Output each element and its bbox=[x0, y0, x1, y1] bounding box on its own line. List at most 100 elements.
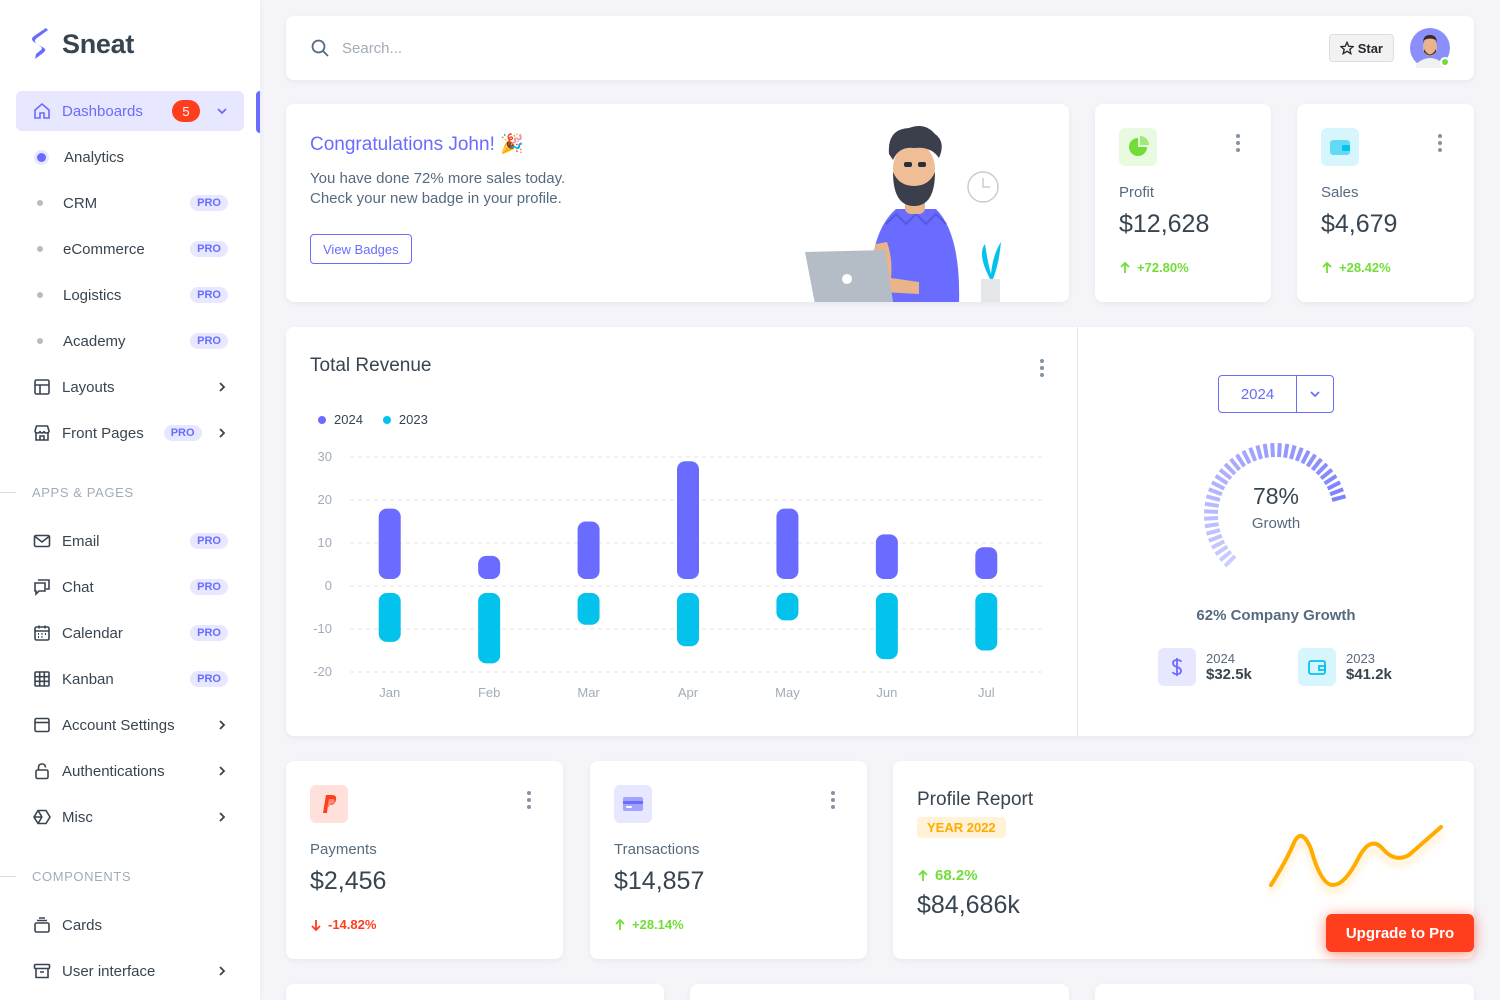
brand-name: Sneat bbox=[62, 28, 135, 59]
gauge-tick bbox=[1329, 487, 1344, 497]
chevron-right-icon bbox=[214, 963, 230, 979]
growth-label: Growth bbox=[1251, 515, 1301, 532]
year-value: 2024 bbox=[1219, 376, 1297, 412]
profit-card: Profit $12,628 +72.80% bbox=[1095, 104, 1271, 302]
sidebar-item-dashboards[interactable]: Dashboards 5 bbox=[16, 91, 244, 131]
bar-2024-may bbox=[776, 508, 799, 579]
avatar[interactable] bbox=[1410, 28, 1450, 68]
sidebar-item-user-interface[interactable]: User interface bbox=[16, 951, 244, 991]
gauge-tick bbox=[1289, 444, 1297, 460]
stat-label: Sales bbox=[1321, 184, 1359, 201]
sidebar-item-label: Misc bbox=[62, 808, 93, 826]
more-options-icon[interactable] bbox=[1437, 134, 1443, 152]
grid-icon bbox=[32, 669, 52, 689]
more-options-icon[interactable] bbox=[1039, 359, 1045, 377]
bar-2024-jan bbox=[378, 508, 401, 579]
chevron-right-icon bbox=[214, 809, 230, 825]
top-navbar: Star bbox=[286, 16, 1474, 80]
lock-icon bbox=[32, 761, 52, 781]
stat-2024: 2024 $32.5k bbox=[1158, 648, 1252, 686]
arrow-up-icon bbox=[1322, 261, 1332, 273]
stat-value: $2,456 bbox=[310, 867, 387, 895]
more-options-icon[interactable] bbox=[830, 791, 836, 809]
sidebar-item-logistics[interactable]: Logistics PRO bbox=[16, 275, 244, 315]
pro-badge: PRO bbox=[190, 287, 228, 303]
section-header-components: COMPONENTS bbox=[32, 869, 132, 884]
bar-2023-jun bbox=[875, 593, 898, 660]
stat-change-value: +28.14% bbox=[632, 917, 684, 932]
home-icon bbox=[32, 101, 52, 121]
view-badges-button[interactable]: View Badges bbox=[310, 234, 412, 264]
sidebar-item-misc[interactable]: Misc bbox=[16, 797, 244, 837]
sidebar-item-label: Account Settings bbox=[62, 716, 175, 734]
gauge-tick bbox=[1218, 468, 1233, 481]
stat-label: Transactions bbox=[614, 841, 700, 858]
gauge-tick bbox=[1235, 453, 1247, 468]
star-icon bbox=[1339, 41, 1354, 55]
sidebar-item-email[interactable]: Email PRO bbox=[16, 521, 244, 561]
pro-badge: PRO bbox=[190, 671, 228, 687]
stat-label: Payments bbox=[310, 841, 377, 858]
sidebar-item-kanban[interactable]: Kanban PRO bbox=[16, 659, 244, 699]
chevron-right-icon bbox=[214, 379, 230, 395]
total-revenue-card: Total Revenue 2024 2023 30 20 10 0 -10 -20 Jan… bbox=[286, 327, 1474, 736]
sidebar-item-cards[interactable]: Cards bbox=[16, 905, 244, 945]
star-button[interactable]: Star bbox=[1328, 34, 1394, 62]
sidebar-item-label: CRM bbox=[63, 194, 98, 212]
pro-badge: PRO bbox=[190, 333, 228, 349]
sidebar-item-label: Academy bbox=[63, 332, 126, 350]
bar-2024-jun bbox=[875, 534, 898, 579]
year-dropdown[interactable]: 2024 bbox=[1218, 375, 1334, 413]
gauge-tick bbox=[1262, 443, 1269, 459]
stat-change-value: +28.42% bbox=[1339, 260, 1391, 275]
sidebar-item-account-settings[interactable]: Account Settings bbox=[16, 705, 244, 745]
gauge-tick bbox=[1255, 444, 1263, 460]
paypal-icon bbox=[310, 785, 348, 823]
sidebar-item-calendar[interactable]: Calendar PRO bbox=[16, 613, 244, 653]
arrow-up-icon bbox=[918, 869, 928, 881]
gauge-tick bbox=[1223, 554, 1237, 568]
sidebar-item-analytics[interactable]: Analytics bbox=[16, 137, 244, 177]
vertical-divider bbox=[1077, 327, 1078, 736]
gauge-tick bbox=[1283, 443, 1290, 459]
wallet-icon bbox=[1321, 128, 1359, 166]
sidebar-item-chat[interactable]: Chat PRO bbox=[16, 567, 244, 607]
sidebar-item-authentications[interactable]: Authentications bbox=[16, 751, 244, 791]
gauge-tick bbox=[1331, 494, 1347, 502]
bar-2023-may bbox=[776, 593, 799, 621]
sidebar-item-front-pages[interactable]: Front Pages PRO bbox=[16, 413, 244, 453]
x-tick-label: Jul bbox=[978, 685, 995, 700]
chevron-down-icon bbox=[214, 103, 230, 119]
stat-change: +72.80% bbox=[1119, 260, 1189, 275]
gauge-tick bbox=[1326, 480, 1342, 491]
x-tick-label: Jan bbox=[379, 685, 400, 700]
cube-icon bbox=[32, 807, 52, 827]
sidebar-item-crm[interactable]: CRM PRO bbox=[16, 183, 244, 223]
gauge-tick bbox=[1203, 509, 1219, 514]
chevron-right-icon bbox=[214, 763, 230, 779]
section-header-apps: APPS & PAGES bbox=[32, 485, 134, 500]
more-options-icon[interactable] bbox=[1235, 134, 1241, 152]
sidebar-item-ecommerce[interactable]: eCommerce PRO bbox=[16, 229, 244, 269]
legend-item[interactable]: 2023 bbox=[382, 412, 428, 427]
profile-report-title: Profile Report bbox=[917, 789, 1034, 810]
profile-report-card: Profile Report YEAR 2022 68.2% $84,686k bbox=[893, 761, 1474, 959]
gauge-tick bbox=[1241, 449, 1252, 465]
bullet-icon bbox=[37, 292, 43, 298]
search-input[interactable] bbox=[342, 39, 742, 57]
sidebar-item-layouts[interactable]: Layouts bbox=[16, 367, 244, 407]
gauge-tick bbox=[1305, 453, 1317, 468]
brand[interactable]: Sneat bbox=[30, 28, 134, 60]
bullet-icon bbox=[37, 246, 43, 252]
sidebar-item-label: Cards bbox=[62, 916, 103, 934]
dollar-icon bbox=[1158, 648, 1196, 686]
chevron-right-icon bbox=[214, 425, 230, 441]
more-options-icon[interactable] bbox=[526, 791, 532, 809]
stat-value: $84,686k bbox=[917, 891, 1020, 919]
upgrade-to-pro-button[interactable]: Upgrade to Pro bbox=[1326, 914, 1474, 952]
sidebar-item-academy[interactable]: Academy PRO bbox=[16, 321, 244, 361]
stat-change-value: +72.80% bbox=[1137, 260, 1189, 275]
search-bar[interactable] bbox=[310, 38, 1329, 58]
pro-badge: PRO bbox=[190, 625, 228, 641]
legend-item[interactable]: 2024 bbox=[318, 412, 363, 427]
